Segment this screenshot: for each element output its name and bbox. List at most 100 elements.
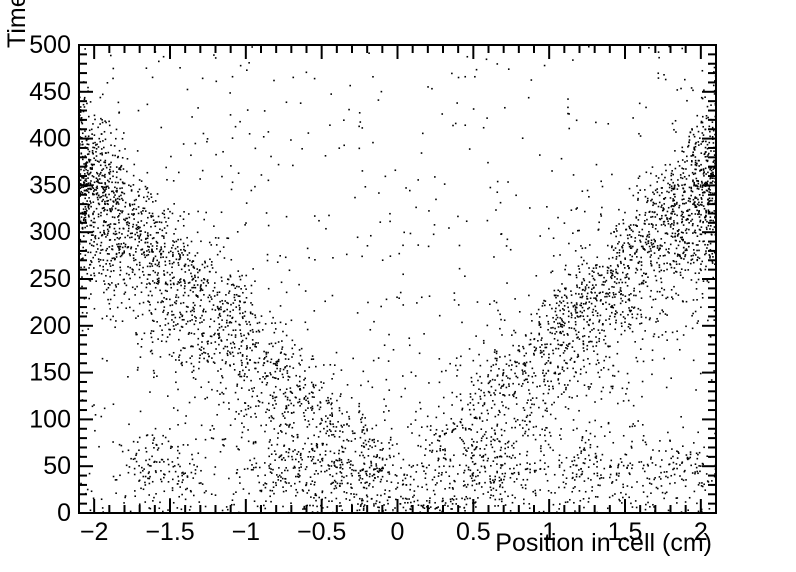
scatter-point [639, 239, 641, 242]
scatter-point [306, 328, 309, 331]
scatter-point [356, 312, 359, 314]
scatter-point [543, 374, 546, 377]
scatter-point [584, 458, 587, 460]
scatter-point [203, 351, 205, 354]
scatter-point [200, 289, 202, 291]
scatter-point [265, 375, 267, 378]
scatter-point [567, 98, 569, 100]
scatter-point [605, 308, 608, 310]
scatter-point [436, 439, 439, 442]
scatter-point [434, 508, 437, 510]
scatter-point [557, 322, 559, 325]
scatter-point [312, 456, 315, 458]
scatter-point [160, 126, 163, 129]
scatter-point [580, 245, 582, 247]
scatter-point [611, 274, 614, 277]
scatter-point [137, 221, 139, 224]
scatter-point [422, 506, 424, 509]
scatter-point [518, 311, 521, 313]
scatter-point [661, 491, 664, 494]
scatter-point [625, 274, 628, 276]
scatter-point [190, 332, 193, 335]
scatter-point [483, 391, 485, 394]
scatter-point [332, 481, 335, 484]
scatter-point [432, 489, 435, 492]
scatter-point [704, 155, 707, 158]
scatter-point [178, 356, 180, 358]
scatter-point [619, 293, 622, 296]
scatter-point [465, 220, 468, 223]
scatter-point [258, 321, 261, 324]
scatter-point [362, 454, 364, 457]
scatter-point [516, 376, 519, 379]
scatter-point [152, 369, 155, 372]
scatter-point [571, 460, 573, 463]
scatter-point [664, 224, 666, 227]
scatter-point [650, 223, 653, 225]
scatter-point [303, 415, 306, 417]
scatter-point [107, 185, 109, 188]
scatter-point [182, 294, 185, 297]
scatter-point [560, 332, 563, 335]
scatter-point [118, 212, 121, 215]
scatter-point [618, 251, 621, 254]
scatter-point [167, 208, 169, 210]
scatter-point [310, 448, 313, 450]
scatter-point [156, 375, 158, 377]
scatter-point [327, 399, 330, 402]
scatter-point [364, 439, 367, 442]
scatter-point [665, 297, 667, 300]
scatter-point [583, 318, 585, 321]
scatter-point [622, 294, 624, 296]
scatter-point [171, 277, 174, 279]
scatter-point [377, 357, 380, 359]
scatter-point [458, 267, 461, 270]
scatter-point [136, 263, 138, 266]
scatter-point [303, 379, 305, 381]
scatter-point [218, 308, 220, 311]
scatter-point [603, 467, 606, 470]
scatter-point [684, 241, 686, 243]
scatter-point [410, 505, 413, 508]
scatter-point [189, 310, 192, 313]
scatter-point [586, 321, 588, 323]
scatter-point [631, 506, 634, 508]
scatter-point [389, 439, 392, 441]
scatter-point [193, 284, 196, 286]
scatter-point [624, 295, 627, 298]
scatter-point [527, 381, 529, 384]
scatter-point [233, 293, 236, 296]
scatter-point [99, 152, 102, 155]
scatter-point [128, 216, 131, 219]
scatter-point [461, 408, 463, 411]
scatter-point [417, 504, 420, 506]
scatter-point [690, 186, 693, 189]
scatter-point [324, 450, 327, 452]
scatter-point [169, 279, 172, 282]
scatter-point [533, 403, 535, 406]
scatter-point [492, 399, 494, 402]
scatter-point [139, 264, 141, 266]
scatter-point [224, 438, 227, 440]
scatter-point [115, 286, 117, 288]
scatter-point [471, 452, 473, 454]
scatter-point [464, 124, 467, 127]
scatter-point [332, 423, 334, 425]
scatter-point [557, 365, 559, 368]
scatter-point [221, 376, 224, 379]
scatter-point [275, 361, 278, 363]
scatter-point [698, 228, 701, 231]
scatter-point [365, 443, 368, 446]
scatter-point [163, 296, 165, 299]
scatter-point [673, 473, 676, 476]
scatter-point [499, 484, 502, 486]
scatter-point [511, 334, 513, 336]
scatter-point [552, 255, 555, 257]
scatter-point [376, 455, 378, 458]
scatter-point [648, 478, 651, 480]
scatter-point [445, 369, 447, 372]
scatter-point [694, 196, 697, 198]
scatter-point [239, 371, 241, 373]
scatter-point [89, 172, 91, 175]
scatter-point [669, 263, 671, 265]
